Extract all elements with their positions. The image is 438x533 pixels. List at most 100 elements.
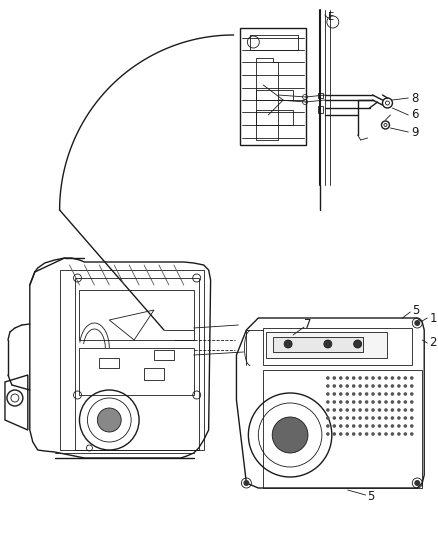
Circle shape (326, 408, 330, 412)
Circle shape (339, 376, 343, 380)
Text: 6: 6 (411, 109, 419, 122)
Circle shape (384, 376, 388, 380)
Circle shape (358, 416, 362, 420)
Circle shape (332, 384, 336, 388)
Circle shape (384, 400, 388, 404)
Circle shape (371, 400, 375, 404)
Circle shape (358, 432, 362, 436)
Circle shape (326, 384, 330, 388)
Circle shape (403, 400, 407, 404)
Circle shape (326, 424, 330, 428)
Text: 5: 5 (367, 490, 375, 504)
Circle shape (365, 416, 368, 420)
Text: 9: 9 (411, 125, 419, 139)
Circle shape (378, 392, 381, 396)
Circle shape (352, 416, 356, 420)
Circle shape (324, 340, 332, 348)
Text: E: E (328, 12, 334, 22)
Circle shape (403, 376, 407, 380)
Circle shape (97, 408, 121, 432)
Circle shape (284, 340, 292, 348)
Circle shape (397, 376, 401, 380)
Circle shape (326, 400, 330, 404)
Text: 5: 5 (412, 303, 420, 317)
Circle shape (414, 320, 420, 326)
Circle shape (353, 340, 362, 348)
Circle shape (410, 376, 413, 380)
Circle shape (384, 384, 388, 388)
Circle shape (332, 416, 336, 420)
Circle shape (365, 424, 368, 428)
Circle shape (391, 416, 394, 420)
Circle shape (339, 416, 343, 420)
Circle shape (397, 408, 401, 412)
Circle shape (378, 408, 381, 412)
Circle shape (378, 432, 381, 436)
Circle shape (371, 376, 375, 380)
Circle shape (384, 432, 388, 436)
Polygon shape (273, 337, 363, 352)
Circle shape (403, 432, 407, 436)
Circle shape (391, 400, 394, 404)
Circle shape (410, 416, 413, 420)
Circle shape (346, 400, 349, 404)
Circle shape (365, 392, 368, 396)
Circle shape (371, 432, 375, 436)
Circle shape (391, 392, 394, 396)
Circle shape (358, 384, 362, 388)
Circle shape (410, 384, 413, 388)
Circle shape (326, 392, 330, 396)
Circle shape (326, 376, 330, 380)
Circle shape (332, 376, 336, 380)
Circle shape (352, 392, 356, 396)
Circle shape (397, 384, 401, 388)
Circle shape (332, 408, 336, 412)
Circle shape (384, 408, 388, 412)
Circle shape (352, 400, 356, 404)
Circle shape (397, 424, 401, 428)
Circle shape (371, 392, 375, 396)
Circle shape (397, 392, 401, 396)
Circle shape (384, 424, 388, 428)
Circle shape (339, 384, 343, 388)
Circle shape (332, 392, 336, 396)
Circle shape (414, 480, 420, 486)
Circle shape (332, 400, 336, 404)
Circle shape (365, 400, 368, 404)
Circle shape (339, 392, 343, 396)
Circle shape (346, 384, 349, 388)
Circle shape (371, 424, 375, 428)
Circle shape (358, 424, 362, 428)
Circle shape (346, 392, 349, 396)
Circle shape (365, 384, 368, 388)
Circle shape (397, 432, 401, 436)
Circle shape (384, 416, 388, 420)
Circle shape (410, 432, 413, 436)
Circle shape (378, 376, 381, 380)
Circle shape (339, 400, 343, 404)
Circle shape (403, 392, 407, 396)
Circle shape (244, 480, 249, 486)
Circle shape (378, 416, 381, 420)
Circle shape (410, 392, 413, 396)
Circle shape (358, 392, 362, 396)
Polygon shape (266, 332, 388, 358)
Text: 1: 1 (429, 311, 437, 325)
Circle shape (346, 376, 349, 380)
Circle shape (358, 408, 362, 412)
Circle shape (352, 432, 356, 436)
Circle shape (332, 432, 336, 436)
Circle shape (378, 400, 381, 404)
Circle shape (391, 408, 394, 412)
Circle shape (403, 408, 407, 412)
Circle shape (346, 424, 349, 428)
Circle shape (371, 384, 375, 388)
Circle shape (371, 416, 375, 420)
Circle shape (391, 376, 394, 380)
Circle shape (378, 424, 381, 428)
Circle shape (397, 400, 401, 404)
Circle shape (326, 432, 330, 436)
Circle shape (403, 384, 407, 388)
Circle shape (346, 432, 349, 436)
Circle shape (352, 424, 356, 428)
